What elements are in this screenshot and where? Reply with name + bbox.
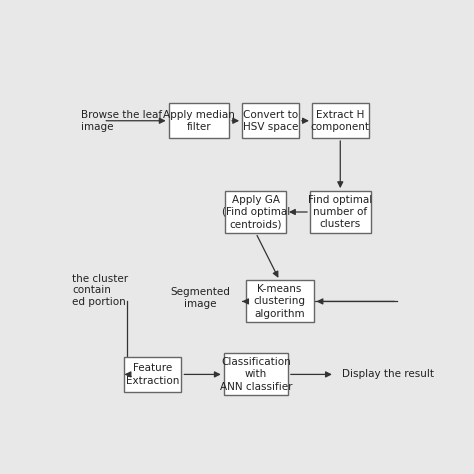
Text: the cluster
contain
ed portion: the cluster contain ed portion (72, 274, 128, 307)
FancyBboxPatch shape (312, 103, 369, 138)
Text: Segmented
image: Segmented image (171, 287, 231, 309)
Text: Display the result: Display the result (342, 369, 434, 379)
FancyBboxPatch shape (226, 191, 286, 233)
Text: K-means
clustering
algorithm: K-means clustering algorithm (254, 284, 306, 319)
Text: Browse the leaf
image: Browse the leaf image (82, 110, 163, 132)
Text: Extract H
component: Extract H component (311, 109, 370, 132)
FancyBboxPatch shape (242, 103, 299, 138)
Text: Classification
with
ANN classifier: Classification with ANN classifier (219, 357, 292, 392)
FancyBboxPatch shape (246, 281, 314, 322)
Text: Apply GA
(Find optimal
centroids): Apply GA (Find optimal centroids) (222, 195, 290, 229)
Text: Find optimal
number of
clusters: Find optimal number of clusters (308, 195, 373, 229)
FancyBboxPatch shape (169, 103, 229, 138)
FancyBboxPatch shape (125, 357, 182, 392)
Text: Feature
Extraction: Feature Extraction (126, 363, 180, 386)
Text: Convert to
HSV space: Convert to HSV space (243, 109, 298, 132)
Text: Apply median
filter: Apply median filter (163, 109, 235, 132)
FancyBboxPatch shape (224, 354, 288, 395)
FancyBboxPatch shape (310, 191, 371, 233)
